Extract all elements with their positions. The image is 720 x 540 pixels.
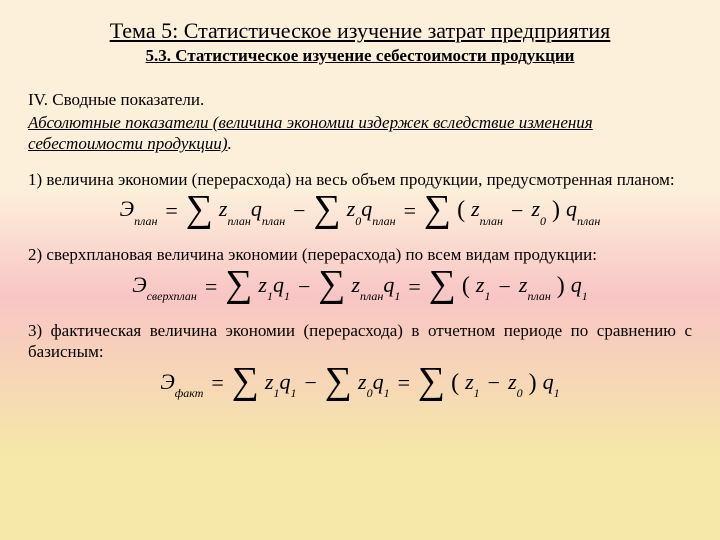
page-title: Тема 5: Статистическое изучение затрат п…: [28, 18, 692, 44]
section-sub-dot: .: [228, 134, 232, 153]
section-heading: IV. Сводные показатели.: [28, 90, 692, 110]
item-2-text: 2) сверхплановая величина экономии (пере…: [28, 244, 692, 265]
page-subtitle: 5.3. Статистическое изучение себестоимос…: [28, 46, 692, 66]
formula-2: Эсверхплан = ∑ z1q1 − ∑ zпланq1 = ∑ (z1 …: [28, 271, 692, 301]
formula-3: Эфакт = ∑ z1q1 − ∑ z0q1 = ∑ (z1 − z0)q1: [28, 368, 692, 398]
item-3-text: 3) фактическая величина экономии (перера…: [28, 320, 692, 363]
section-subheading: Абсолютные показатели (величина экономии…: [28, 112, 692, 155]
section-sub-underlined: Абсолютные показатели (величина экономии…: [28, 113, 593, 153]
item-1-text: 1) величина экономии (перерасхода) на ве…: [28, 169, 692, 190]
formula-1: Эплан = ∑ zпланqплан − ∑ z0qплан = ∑ (zп…: [28, 196, 692, 226]
